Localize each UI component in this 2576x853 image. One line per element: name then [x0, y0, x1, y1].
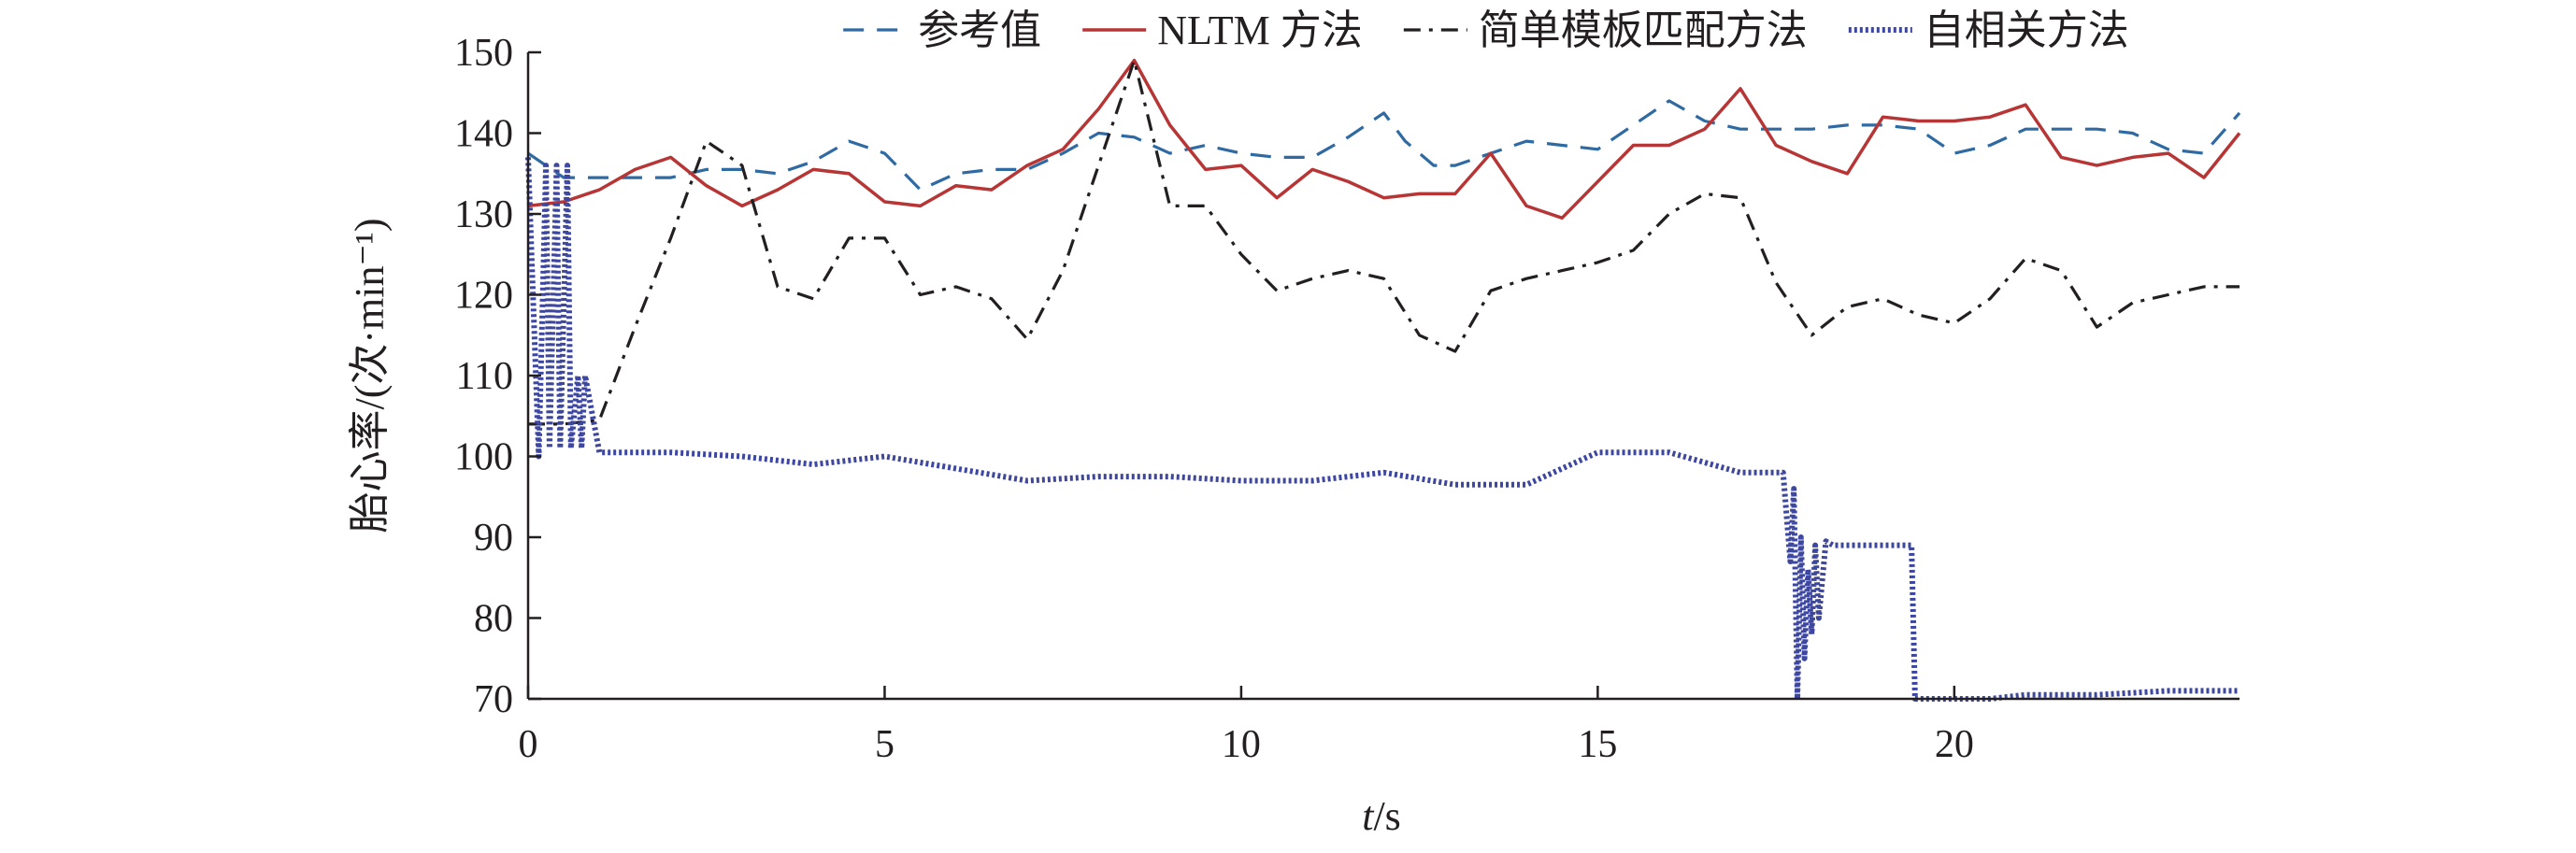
series-line-4 [525, 157, 2240, 702]
x-ticks: 0 5 10 15 20 [519, 686, 1974, 766]
y-tick-label: 150 [454, 32, 513, 75]
x-tick-label: 5 [875, 723, 894, 766]
x-axis-title-unit: /s [1373, 793, 1400, 839]
x-tick-label: 0 [519, 723, 538, 766]
chart-axes [526, 52, 2240, 701]
legend-label-3: 简单模板匹配方法 [1479, 7, 1808, 53]
y-ticks: 70 80 90 100 110 120 130 140 150 [454, 32, 541, 721]
series-line-1 [527, 99, 2241, 192]
legend-label-1: 参考值 [918, 7, 1041, 53]
y-tick-label: 100 [454, 436, 513, 479]
legend-label-2: NLTM 方法 [1157, 7, 1363, 53]
y-tick-label: 70 [474, 678, 513, 721]
y-tick-label: 110 [456, 355, 513, 398]
series-layer [525, 58, 2241, 702]
x-axis-title-italic: t [1362, 793, 1375, 839]
y-tick-label: 140 [454, 113, 513, 156]
y-tick-label: 120 [454, 275, 513, 318]
chart-legend: 参考值 NLTM 方法 简单模板匹配方法 自相关方法 [843, 7, 2129, 53]
series-line-3 [528, 58, 2240, 426]
x-tick-label: 20 [1935, 723, 1974, 766]
x-tick-label: 15 [1578, 723, 1617, 766]
y-axis-title: 胎心率/(次·min⁻¹) [347, 218, 393, 533]
legend-label-4: 自相关方法 [1924, 7, 2129, 53]
y-tick-label: 80 [474, 598, 513, 641]
series-line-2 [527, 58, 2241, 220]
x-tick-label: 10 [1222, 723, 1261, 766]
y-tick-label: 90 [474, 517, 513, 560]
x-axis-title: t/s [1362, 793, 1401, 839]
y-tick-label: 130 [454, 193, 513, 236]
